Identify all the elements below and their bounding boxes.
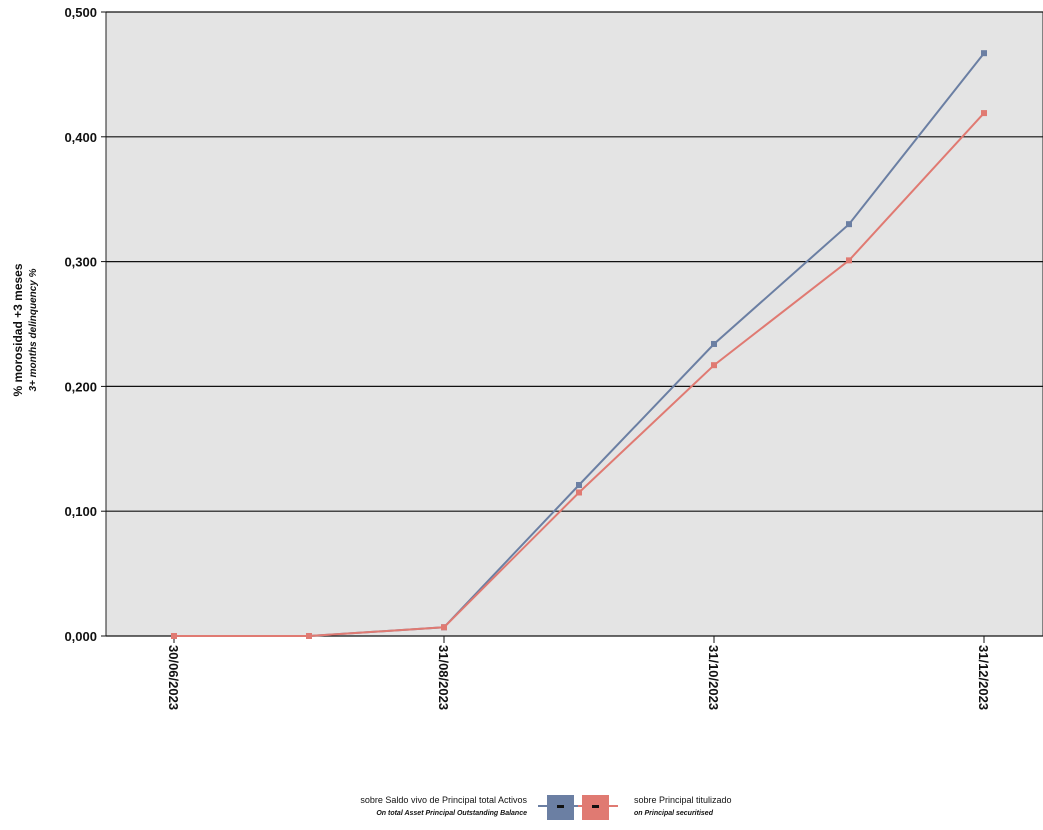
x-tick-label: 31/10/2023: [706, 645, 721, 710]
legend: sobre Saldo vivo de Principal total Acti…: [360, 795, 732, 820]
legend-series-2-sublabel: on Principal securitised: [634, 810, 714, 817]
x-axis-ticks: 30/06/2023 31/08/2023 31/10/2023 31/12/2023: [166, 636, 991, 710]
plot-area: [105, 11, 1043, 637]
legend-series-1-sublabel: On total Asset Principal Outstanding Bal…: [376, 810, 527, 817]
x-tick-label: 30/06/2023: [166, 645, 181, 710]
gridlines: [106, 11, 1043, 637]
y-axis-subtitle: 3+ months delinquency %: [28, 268, 39, 391]
series-1-point: [711, 340, 717, 347]
y-axis-title: % morosidad +3 meses: [11, 263, 25, 396]
series-2-point: [171, 633, 177, 639]
series-2-point: [441, 624, 447, 631]
series-1-point: [846, 221, 852, 228]
series-2-point: [711, 362, 717, 369]
series-1-point: [576, 481, 582, 488]
x-tick-label: 31/12/2023: [976, 645, 991, 710]
series-2-point: [306, 633, 312, 639]
legend-series-2-marker: [592, 805, 599, 808]
series-2-point: [576, 489, 582, 496]
y-tick-label: 0,300: [64, 255, 97, 270]
series-1-point: [981, 50, 987, 57]
series-group: [171, 50, 987, 639]
y-tick-label: 0,200: [64, 379, 97, 394]
legend-series-2-label: sobre Principal titulizado: [634, 795, 732, 805]
y-tick-label: 0,100: [64, 504, 97, 519]
legend-series-1-label: sobre Saldo vivo de Principal total Acti…: [360, 795, 527, 805]
x-tick-label: 31/08/2023: [436, 645, 451, 710]
y-axis-label: % morosidad +3 meses 3+ months delinquen…: [11, 263, 39, 396]
y-tick-label: 0,000: [64, 629, 97, 644]
y-tick-label: 0,400: [64, 130, 97, 145]
series-2-point: [846, 257, 852, 264]
y-tick-label: 0,500: [64, 5, 97, 20]
y-axis-ticks: 0,000 0,100 0,200 0,300 0,400 0,500: [64, 5, 106, 644]
legend-series-1-marker: [557, 805, 564, 808]
series-2-point: [981, 110, 987, 117]
